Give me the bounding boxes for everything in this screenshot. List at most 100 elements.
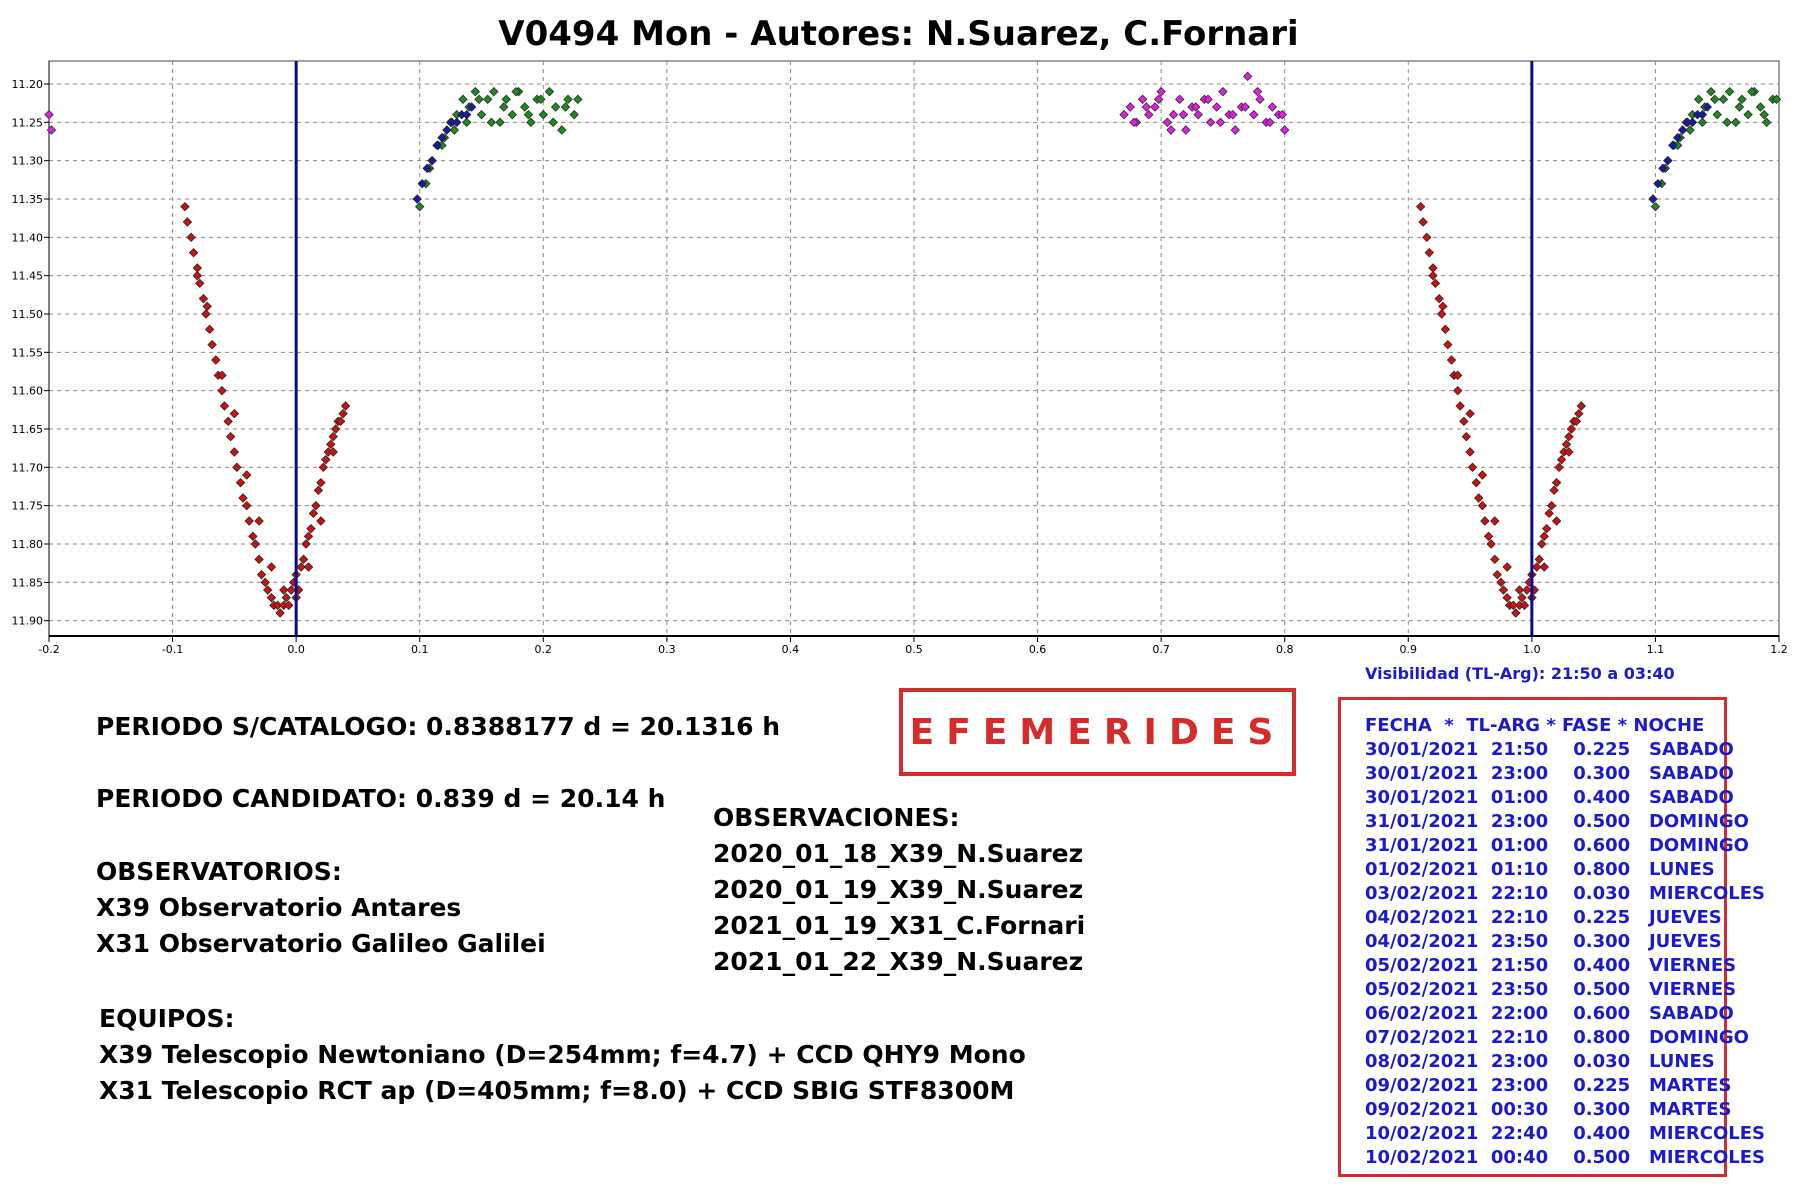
ephemerides-row: 04/02/2021 23:50 0.300 JUEVES (1365, 931, 1722, 952)
ephemerides-list: FECHA * TL-ARG * FASE * NOCHE 30/01/2021… (1365, 714, 1765, 1170)
magenta-data-point (46, 125, 57, 135)
magenta-data-point (1125, 102, 1135, 112)
green-data-point (415, 201, 425, 212)
green-data-point (507, 109, 518, 120)
green-data-point (560, 102, 571, 112)
y-tick-label: 11.65 (12, 423, 44, 436)
ephemerides-row: 10/02/2021 22:40 0.400 MIERCOLES (1365, 1123, 1765, 1144)
green-data-point (520, 102, 530, 112)
observatories-heading: OBSERVATORIOS: (96, 857, 342, 886)
green-data-point (1724, 86, 1735, 97)
x-tick-label: 0.0 (287, 643, 305, 656)
green-data-point (544, 86, 555, 97)
red-data-point (1418, 217, 1428, 227)
magenta-data-point (1249, 109, 1259, 120)
blue-data-point (466, 102, 477, 112)
red-data-point (254, 554, 264, 565)
ephemerides-title: EFEMERIDES (909, 711, 1286, 753)
y-tick-label: 11.20 (12, 78, 44, 91)
red-data-point (316, 477, 326, 488)
blue-data-point (461, 109, 472, 120)
green-data-point (486, 117, 497, 128)
visibility-label: Visibilidad (TL-Arg): 21:50 a 03:40 (1365, 664, 1675, 683)
green-data-point (1761, 117, 1772, 128)
x-tick-label: 1.2 (1770, 643, 1788, 656)
ephemerides-title-box: EFEMERIDES (899, 688, 1296, 776)
ephemerides-row: 30/01/2021 21:50 0.225 SABADO (1365, 739, 1734, 760)
green-data-point (1731, 117, 1741, 128)
red-data-point (1551, 477, 1562, 488)
blue-data-point (432, 140, 442, 151)
green-data-point (461, 117, 472, 128)
red-data-point (301, 539, 311, 549)
green-data-point (573, 94, 583, 105)
blue-data-point (437, 132, 447, 143)
red-data-point (195, 278, 205, 289)
red-data-point (1415, 201, 1426, 212)
ephemerides-row: 09/02/2021 23:00 0.225 MARTES (1365, 1075, 1732, 1096)
magenta-data-point (1205, 117, 1216, 128)
red-data-point (188, 247, 199, 258)
x-tick-label: -0.1 (162, 643, 183, 656)
red-data-point (260, 577, 270, 588)
green-data-point (511, 86, 521, 97)
magenta-data-point (1144, 109, 1154, 120)
red-data-point (1541, 523, 1552, 534)
red-data-point (1549, 485, 1559, 496)
red-data-point (1539, 531, 1549, 542)
red-data-point (298, 554, 309, 565)
blue-data-point (1697, 109, 1708, 120)
red-data-point (248, 531, 258, 542)
magenta-data-point (1240, 102, 1250, 112)
green-data-point (501, 94, 511, 105)
green-data-point (523, 109, 534, 120)
magenta-data-point (1156, 86, 1166, 97)
magenta-data-point (44, 109, 54, 120)
magenta-data-point (1178, 109, 1189, 120)
blue-data-point (1677, 125, 1688, 135)
red-data-point (1483, 531, 1494, 542)
green-data-point (470, 86, 481, 97)
red-data-point (1522, 585, 1532, 595)
y-tick-label: 11.60 (12, 385, 44, 398)
ephemerides-row: 31/01/2021 01:00 0.600 DOMINGO (1365, 835, 1749, 856)
magenta-data-point (1162, 117, 1173, 128)
ephemerides-row: 05/02/2021 23:50 0.500 VIERNES (1365, 979, 1737, 1000)
red-data-point (223, 416, 233, 427)
red-data-point (244, 516, 254, 526)
ephemerides-row: 30/01/2021 23:00 0.300 SABADO (1365, 763, 1734, 784)
red-data-point (1532, 562, 1542, 572)
y-tick-label: 11.70 (12, 461, 44, 474)
red-data-point (1453, 370, 1463, 381)
red-data-point (1465, 447, 1475, 457)
red-data-point (313, 485, 324, 496)
x-tick-label: 0.6 (1029, 643, 1047, 656)
red-data-point (192, 270, 202, 281)
red-data-point (1477, 470, 1488, 480)
blue-data-point (1668, 140, 1678, 151)
magenta-data-point (1119, 109, 1129, 120)
red-data-point (1436, 309, 1447, 319)
red-data-point (207, 339, 217, 350)
red-data-point (1424, 247, 1434, 258)
red-data-point (1422, 232, 1432, 243)
green-data-point (538, 109, 548, 120)
blue-data-point (1658, 163, 1668, 174)
red-data-point (1467, 462, 1478, 473)
red-data-point (1492, 569, 1502, 580)
green-data-point (1706, 86, 1716, 97)
green-data-point (1743, 109, 1753, 120)
blue-data-point (1702, 102, 1713, 112)
red-data-point (1537, 539, 1547, 549)
observation-item: 2021_01_22_X39_N.Suarez (713, 947, 1084, 976)
red-data-point (1496, 577, 1506, 588)
green-data-point (536, 94, 546, 105)
x-tick-label: 0.5 (905, 643, 923, 656)
red-data-point (1434, 293, 1444, 304)
x-tick-label: 1.1 (1647, 643, 1665, 656)
red-data-point (263, 585, 273, 595)
blue-data-point (1648, 194, 1658, 204)
green-data-point (1747, 86, 1757, 97)
equipment-heading: EQUIPOS: (99, 1004, 235, 1033)
red-data-point (1564, 431, 1574, 442)
